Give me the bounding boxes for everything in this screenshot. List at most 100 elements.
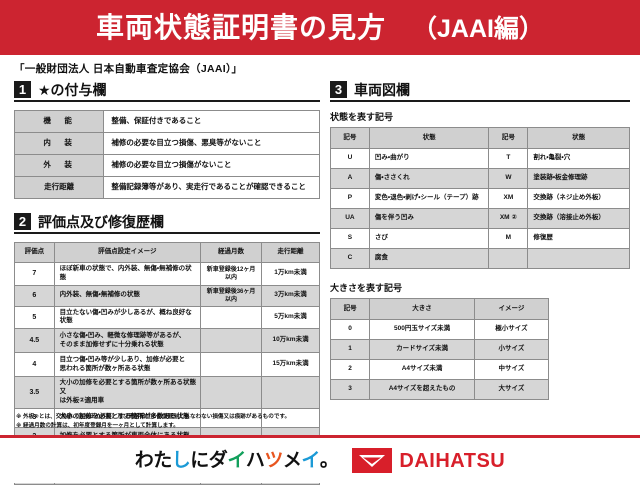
score-value: 4 [14,352,55,378]
header-banner: 車両状態証明書の見方 （JAAI編） [0,0,640,55]
symbol-code: C [330,248,370,269]
table-row: 5 目立たない傷・凹みが少しあるが、概ね良好な状態 5万km未満 [14,305,320,330]
right-column: 3 車両図欄 状態を表す記号 記号 状態 記号 状態 U [329,81,630,400]
score-value: 7 [14,262,55,286]
row-label: 走行距離 [13,176,105,199]
footnote-line: ※ 外板②とは、交換跡（溶接止め外板）及び骨格部位に修復歴をともなわない損傷又は… [16,414,291,420]
column-header: 状態 [527,127,630,149]
header-title-group: 車両状態証明書の見方 （JAAI編） [96,11,544,43]
footnote-line: ※ 経過月数の計算は、初年度登録月を一ヶ月として計算します。 [16,422,179,429]
section-heading-grant: 1 ★の付与欄 [14,81,320,102]
mileage: 10万km未満 [261,328,320,354]
column-header: 記号 [488,127,529,149]
section-number: 2 [14,213,31,230]
page-subtitle: （JAAI編） [412,14,544,43]
size-table-subtitle: 大きさを表す記号 [330,283,403,293]
table-row: 機 能 整備、保証付きであること [13,110,320,133]
symbol-code: XM ② [488,208,529,229]
row-label: 外 装 [13,154,105,177]
table-row: 3.5 大小の加修を必要とする箇所が数ヶ所ある状態又 は外板②適用車 [14,376,320,409]
score-value: 3.5 [14,376,55,409]
table-row: 3 A4サイズを超えたもの 大サイズ [329,379,550,400]
organization-line: 「一般財団法人 日本自動車査定協会（JAAI）」 [14,63,243,75]
column-header: 大きさ [369,298,475,320]
brand-slogan: わたしにダイハツメイ。 [135,451,339,470]
symbol-code: U [330,148,370,169]
table-header-row: 記号 大きさ イメージ [329,298,550,320]
size-image: 小サイズ [473,339,550,360]
slogan-char: ハ [245,450,265,471]
document-content: 「一般財団法人 日本自動車査定協会（JAAI）」 1 ★の付与欄 機 能 整備、… [0,55,640,485]
symbol-code: XM [488,188,529,209]
size-code: 0 [329,319,371,340]
mileage: 5万km未満 [261,305,320,330]
table-row: U 凹み・曲がり T 割れ・亀裂・穴 [330,148,630,169]
brand-name: DAIHATSU [399,449,506,472]
elapsed-months [200,407,263,428]
mileage: 1万km未満 [261,262,320,286]
section-heading-score: 2 評価点及び修復歴欄 [14,213,320,234]
score-image: 目立つ傷・凹み等が少しあり、加修が必要と 思われる箇所が数ヶ所ある状態 [53,352,202,378]
symbol-state: 傷を伴う凹み [368,208,490,229]
row-description: 補修の必要な目立つ損傷、悪臭等がないこと [103,132,320,155]
symbol-code: W [488,168,529,189]
table-row: 1 カードサイズ未満 小サイズ [329,339,550,360]
slogan-char: イ [301,450,320,471]
score-value: 5 [14,305,55,330]
slogan-char: 。 [319,450,339,471]
table-row: 走行距離 整備記録簿等があり、実走行であることが確認できること [13,176,320,199]
table-row: 内 装 補修の必要な目立つ損傷、悪臭等がないこと [13,132,320,155]
table-row: A 傷・ささくれ W 塗装跡・板金修理跡 [330,168,630,189]
mileage [261,376,320,409]
symbol-state: 交換跡（溶接止め外板） [527,208,630,229]
size-code: 2 [329,359,371,380]
mileage [261,407,320,428]
table-header-row: 評価点 評価点設定イメージ 経過月数 走行距離 [14,242,320,263]
symbol-state: 割れ・亀裂・穴 [527,148,630,169]
slogan-char: に [190,450,209,471]
column-header: 記号 [329,298,371,320]
score-image: 目立たない傷・凹みが少しあるが、概ね良好な状態 [53,305,202,330]
size-description: 500円玉サイズ未満 [369,319,475,340]
slogan-char: イ [227,450,246,471]
row-label: 内 装 [13,132,105,155]
symbol-state: 傷・ささくれ [368,168,490,189]
star-grant-table: 機 能 整備、保証付きであること 内 装 補修の必要な目立つ損傷、悪臭等がないこ… [13,110,320,199]
table-row: 4 目立つ傷・凹み等が少しあり、加修が必要と 思われる箇所が数ヶ所ある状態 15… [14,352,320,378]
symbol-code [488,248,529,269]
column-header: イメージ [473,298,550,320]
symbol-state: 修復歴 [527,228,630,249]
table-row: 外 装 補修の必要な目立つ損傷がないこと [13,154,320,177]
size-image: 大サイズ [473,379,550,400]
section-number: 1 [14,81,31,98]
table-row: UA 傷を伴う凹み XM ② 交換跡（溶接止め外板） [330,208,630,229]
footnotes: ※ 外板②とは、交換跡（溶接止め外板）及び骨格部位に修復歴をともなわない損傷又は… [16,413,326,430]
symbol-state: 凹み・曲がり [368,148,490,169]
page-title: 車両状態証明書の見方 [96,11,387,43]
score-value: 4.5 [14,328,55,354]
table-row: 0 500円玉サイズ未満 極小サイズ [329,319,550,340]
section-title: 車両図欄 [354,81,410,98]
symbol-code: S [330,228,370,249]
size-code: 3 [329,379,371,400]
size-code: 1 [329,339,371,360]
symbol-table-subtitle: 状態を表す記号 [330,112,394,122]
symbol-code: M [488,228,529,249]
table-row: S さび M 修復歴 [330,228,630,249]
section-number: 3 [330,81,347,98]
column-header: 評価点設定イメージ [53,242,202,263]
section-title: 評価点及び修復歴欄 [38,213,164,230]
elapsed-months [200,352,263,378]
elapsed-months: 新車登録後36ヶ月以内 [200,284,263,307]
symbol-code: UA [330,208,370,229]
table-row: C 腐食 [330,248,630,269]
size-image: 中サイズ [473,359,550,380]
row-description: 整備記録簿等があり、実走行であることが確認できること [103,176,320,199]
table-row: 6 内外装、無傷・無補修の状態 新車登録後36ヶ月以内 3万km未満 [14,284,320,307]
elapsed-months [200,376,263,409]
size-symbol-table: 記号 大きさ イメージ 0 500円玉サイズ未満 極小サイズ 1 カードサイズ未… [329,298,550,400]
slogan-char: ダ [208,450,228,471]
row-description: 整備、保証付きであること [103,110,320,133]
symbol-state: 塗装跡・板金修理跡 [527,168,630,189]
slogan-char: し [171,450,191,471]
